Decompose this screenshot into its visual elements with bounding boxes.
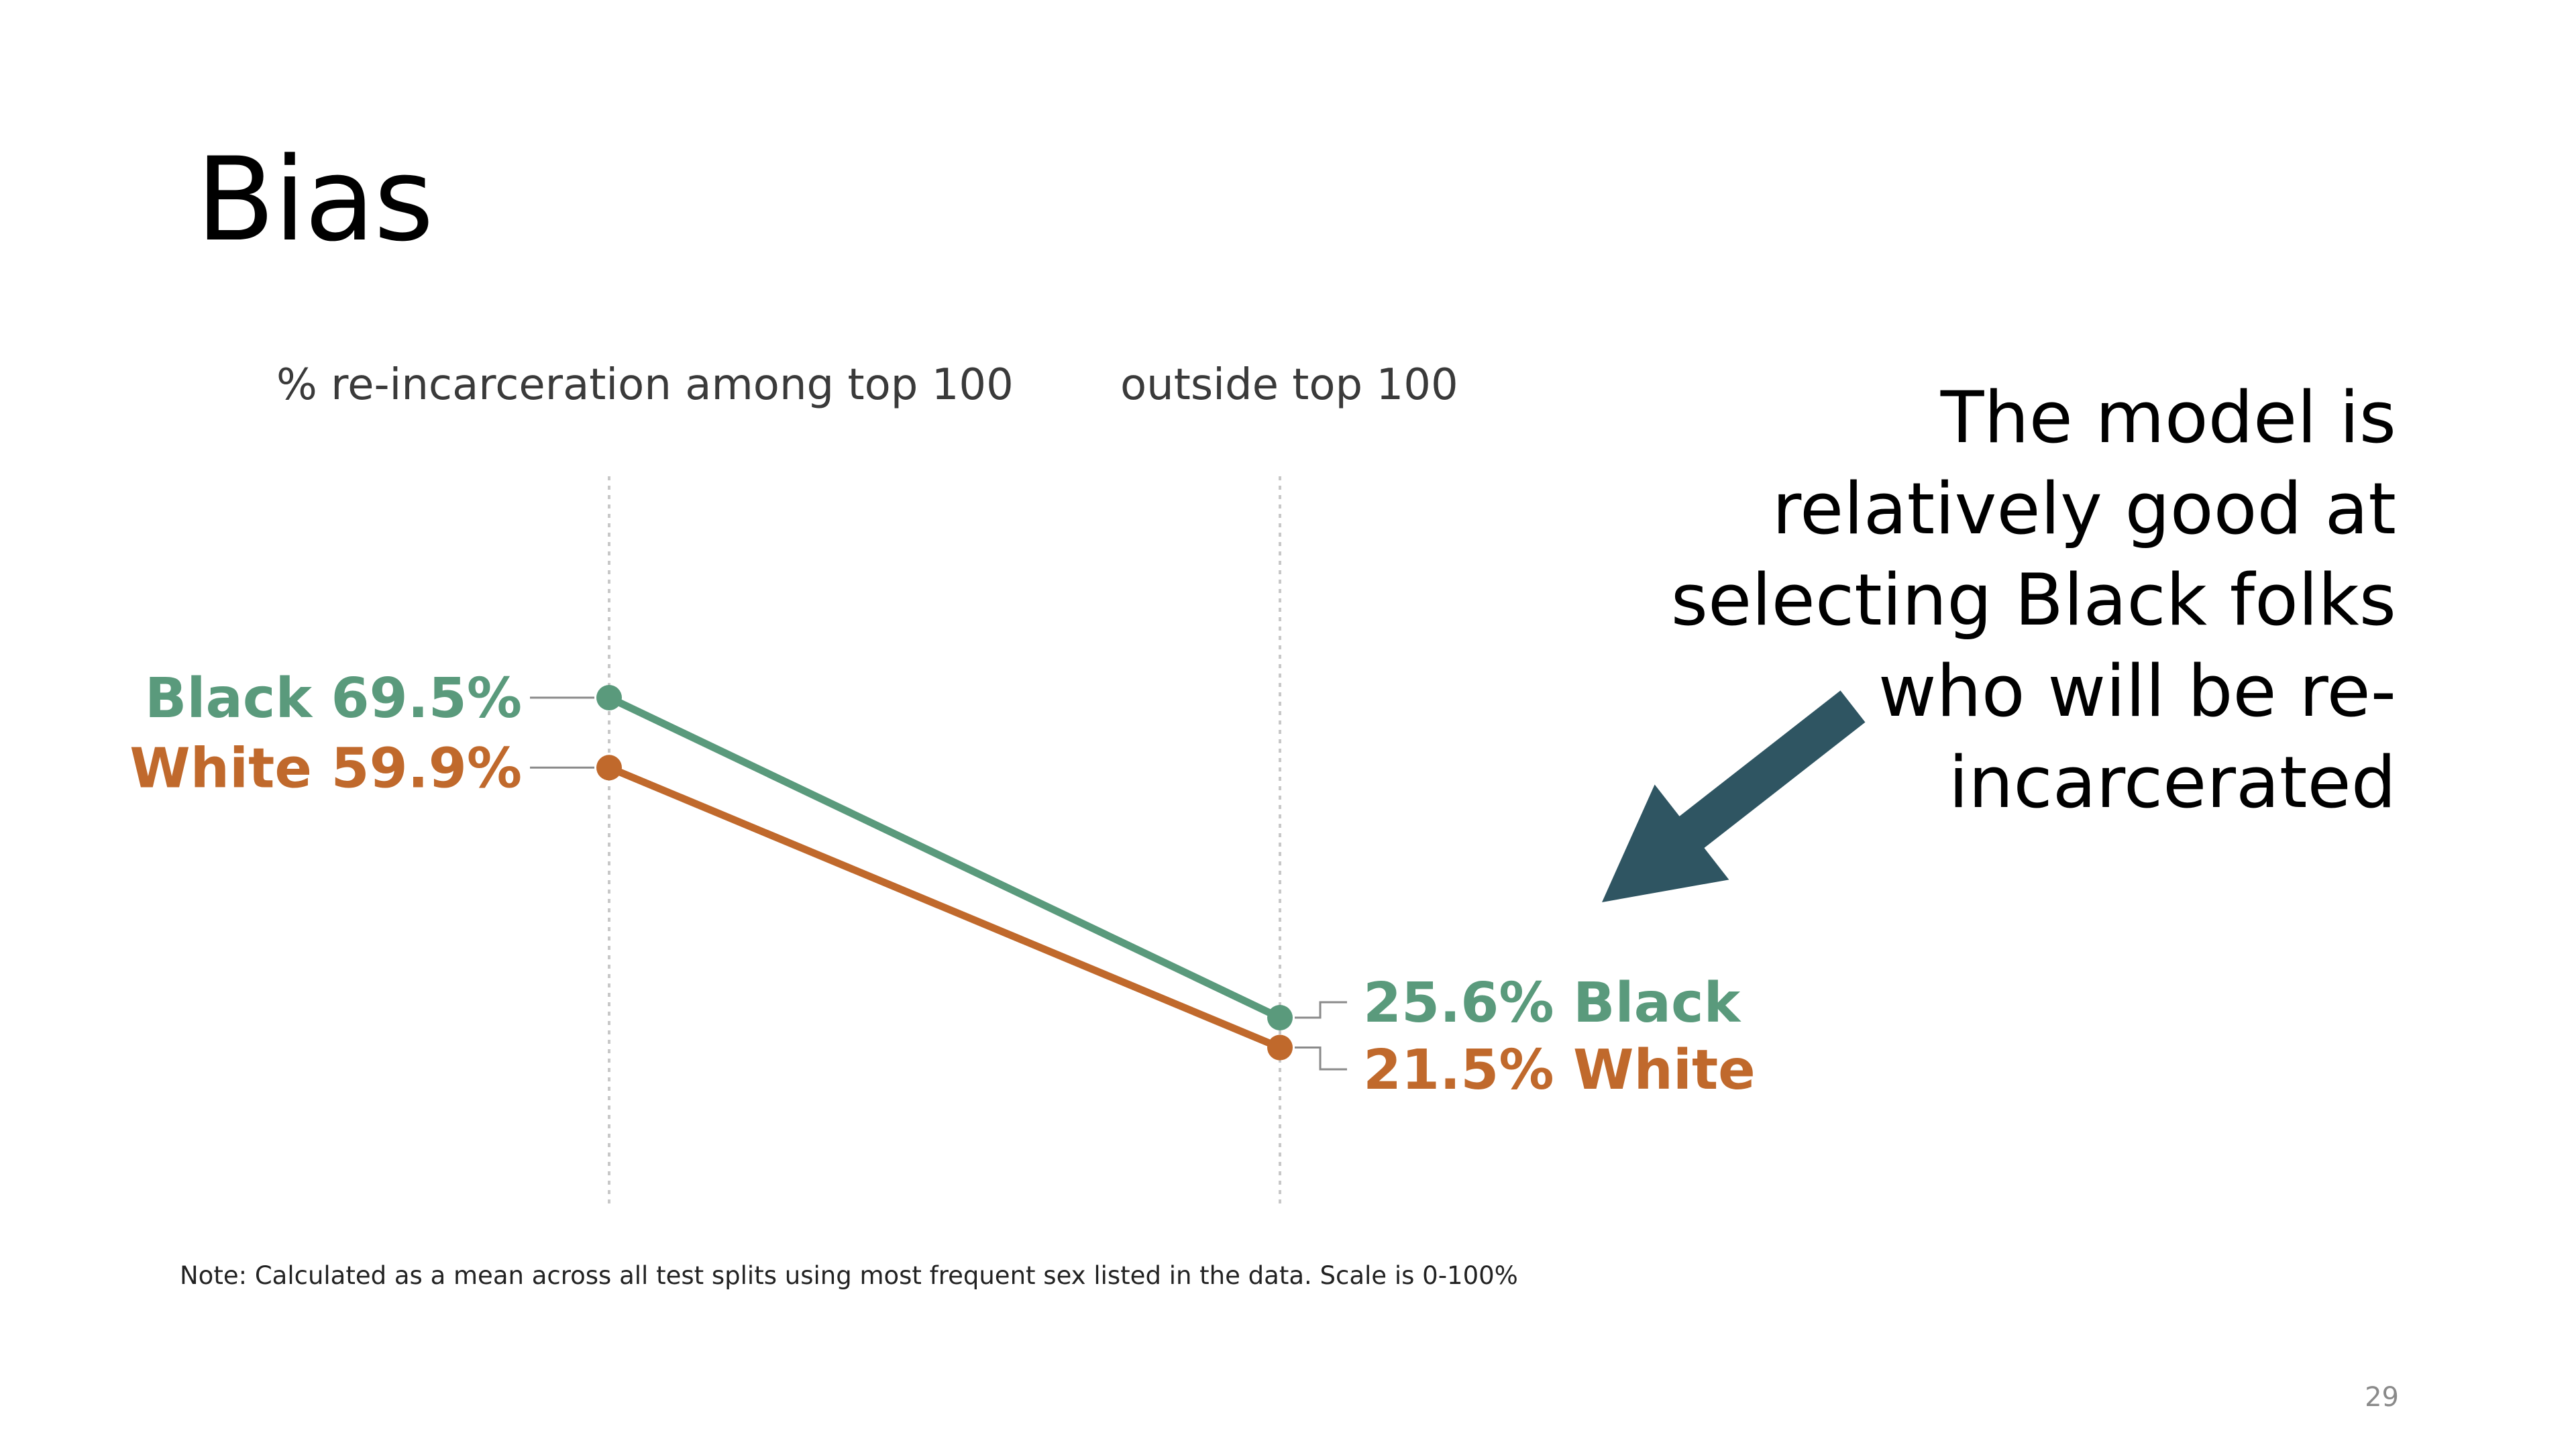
page-number: 29 bbox=[2365, 1382, 2399, 1413]
label-right-black: 25.6% Black bbox=[1363, 971, 1742, 1035]
connector-right-black bbox=[1295, 1001, 1347, 1019]
series-line-white bbox=[605, 763, 1284, 1052]
callout-text: The model is relatively good at selectin… bbox=[1670, 376, 2396, 824]
data-points bbox=[596, 685, 1293, 1061]
point-black-outside-top-100 bbox=[1267, 1005, 1293, 1030]
label-left-black: Black 69.5% bbox=[145, 667, 522, 731]
category-label-top-100: % re-incarceration among top 100 bbox=[276, 360, 1014, 410]
label-right-white: 21.5% White bbox=[1363, 1038, 1756, 1102]
gridlines bbox=[608, 476, 1281, 1208]
arrow-icon bbox=[1602, 690, 1866, 902]
series-line-black bbox=[605, 694, 1284, 1022]
label-left-white: White 59.9% bbox=[129, 737, 522, 800]
point-black-top-100 bbox=[596, 685, 622, 710]
point-white-outside-top-100 bbox=[1267, 1034, 1293, 1061]
label-connectors bbox=[530, 696, 1347, 1071]
connector-right-white bbox=[1295, 1046, 1347, 1071]
footnote: Note: Calculated as a mean across all te… bbox=[180, 1261, 1518, 1290]
series-lines bbox=[605, 694, 1284, 1052]
point-white-top-100 bbox=[596, 755, 622, 781]
slide-title: Bias bbox=[196, 132, 434, 267]
category-label-outside-top-100: outside top 100 bbox=[1120, 360, 1458, 410]
data-labels: Black 69.5% 25.6% Black White 59.9% 21.5% W… bbox=[129, 667, 1756, 1102]
